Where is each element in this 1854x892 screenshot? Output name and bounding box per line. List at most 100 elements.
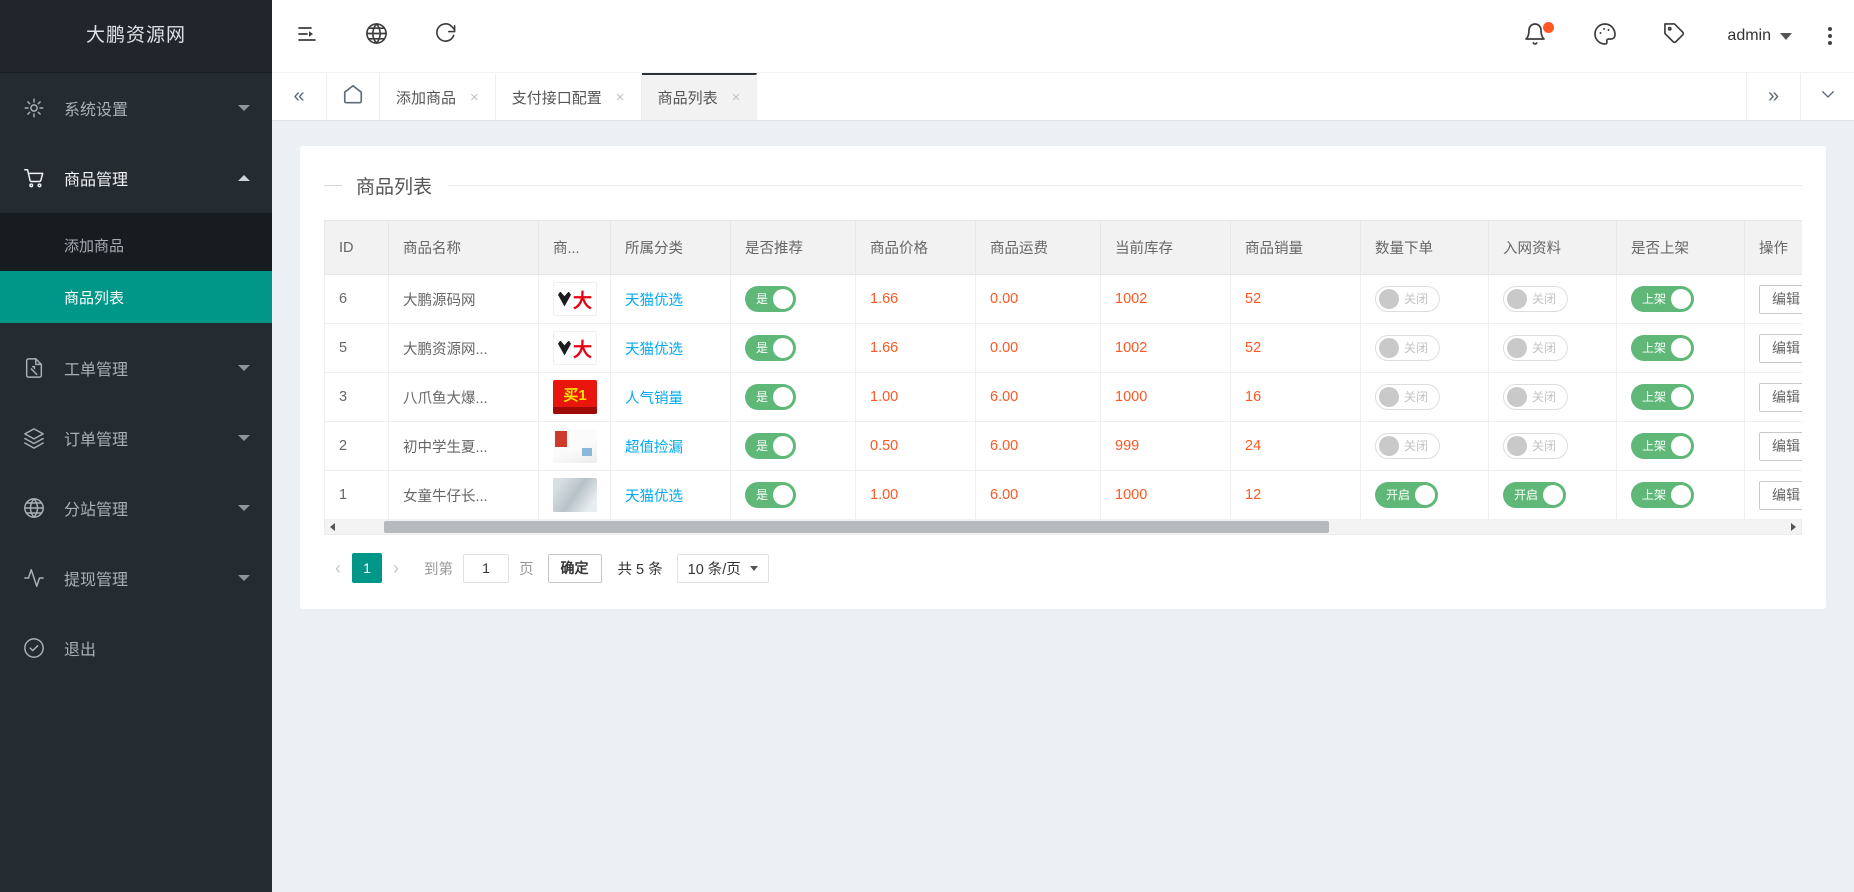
cell-shelf: 上架 [1616, 372, 1745, 422]
total-count: 共 5 条 [617, 561, 663, 578]
sidebar-item-system-settings[interactable]: 系统设置 [0, 73, 272, 143]
refresh-button[interactable] [411, 0, 480, 72]
sidebar-menu: 系统设置 商品管理 添加商品 商品列表 工单管理 [0, 73, 272, 892]
category-link[interactable]: 超值捡漏 [625, 439, 683, 456]
current-page-button[interactable]: 1 [352, 553, 382, 583]
shelf-toggle[interactable]: 上架 [1631, 433, 1695, 459]
navbar-right: admin [1500, 0, 1854, 72]
home-tab-button[interactable] [326, 73, 380, 120]
language-button[interactable] [342, 0, 411, 72]
col-header-shelf: 是否上架 [1616, 220, 1745, 275]
tab-product-list[interactable]: 商品列表 × [641, 73, 758, 120]
theme-button[interactable] [1570, 0, 1640, 72]
product-thumbnail[interactable] [553, 331, 597, 365]
prev-page-button[interactable]: ‹ [335, 557, 341, 578]
cell-stock: 1000 [1100, 372, 1231, 422]
network-info-toggle[interactable]: 关闭 [1503, 335, 1569, 361]
quantity-order-toggle[interactable]: 开启 [1375, 482, 1439, 508]
category-link[interactable]: 天猫优选 [625, 488, 683, 505]
scroll-tabs-left-button[interactable]: « [272, 73, 326, 120]
cell-sales: 52 [1230, 274, 1361, 324]
network-info-toggle[interactable]: 关闭 [1503, 433, 1569, 459]
col-header-actions: 操作 [1744, 220, 1802, 275]
tab-options-button[interactable] [1800, 73, 1854, 120]
edit-button[interactable]: 编辑 [1759, 431, 1802, 461]
cell-shipping: 0.00 [975, 274, 1101, 324]
quantity-order-toggle[interactable]: 关闭 [1375, 335, 1441, 361]
recommend-toggle[interactable]: 是 [745, 286, 797, 312]
close-icon[interactable]: × [470, 89, 479, 106]
next-page-button[interactable]: › [393, 557, 399, 578]
notifications-button[interactable] [1500, 0, 1570, 72]
cell-recommend: 是 [730, 372, 856, 422]
sidebar-item-logout[interactable]: 退出 [0, 613, 272, 683]
quantity-order-toggle[interactable]: 关闭 [1375, 384, 1441, 410]
recommend-toggle[interactable]: 是 [745, 384, 797, 410]
confirm-page-button[interactable]: 确定 [547, 553, 602, 583]
quantity-order-toggle[interactable]: 关闭 [1375, 286, 1441, 312]
cell-network-info: 关闭 [1488, 421, 1617, 471]
cell-id: 2 [324, 421, 389, 471]
shelf-toggle[interactable]: 上架 [1631, 286, 1695, 312]
tab-add-product[interactable]: 添加商品 × [380, 73, 496, 120]
category-link[interactable]: 天猫优选 [625, 341, 683, 358]
table-row: 3 八爪鱼大爆... 人气销量 是 1.00 6.00 1000 16 关闭 关… [324, 372, 1802, 422]
close-icon[interactable]: × [731, 89, 741, 106]
cell-image [538, 421, 611, 471]
product-thumbnail[interactable] [553, 380, 597, 414]
scroll-right-arrow[interactable] [1786, 520, 1801, 534]
recommend-toggle[interactable]: 是 [745, 482, 797, 508]
sidebar-item-add-product[interactable]: 添加商品 [0, 219, 272, 271]
category-link[interactable]: 人气销量 [625, 390, 683, 407]
shelf-toggle[interactable]: 上架 [1631, 335, 1695, 361]
network-info-toggle[interactable]: 关闭 [1503, 286, 1569, 312]
chevron-down-icon [238, 105, 250, 111]
goto-page-input[interactable] [463, 553, 509, 583]
shelf-toggle[interactable]: 上架 [1631, 384, 1695, 410]
scroll-left-arrow[interactable] [325, 520, 340, 534]
cell-quantity-order: 开启 [1360, 470, 1489, 520]
sidebar-item-order-management[interactable]: 订单管理 [0, 403, 272, 473]
edit-button[interactable]: 编辑 [1759, 382, 1802, 412]
shelf-toggle[interactable]: 上架 [1631, 482, 1695, 508]
goto-label: 到第 [424, 561, 453, 578]
category-link[interactable]: 天猫优选 [625, 292, 683, 309]
sidebar-item-product-management[interactable]: 商品管理 [0, 143, 272, 213]
sidebar-item-ticket-management[interactable]: 工单管理 [0, 333, 272, 403]
product-thumbnail[interactable] [553, 429, 597, 463]
table-row: 1 女童牛仔长... 天猫优选 是 1.00 6.00 1000 12 开启 开… [324, 470, 1802, 520]
triangle-left-icon [330, 523, 335, 531]
network-info-toggle[interactable]: 关闭 [1503, 384, 1569, 410]
cell-image [538, 470, 611, 520]
recommend-toggle[interactable]: 是 [745, 433, 797, 459]
sidebar-item-product-list[interactable]: 商品列表 [0, 271, 272, 323]
product-submenu: 添加商品 商品列表 [0, 213, 272, 323]
scroll-tabs-right-button[interactable]: » [1746, 73, 1800, 120]
collapse-sidebar-button[interactable] [272, 0, 342, 72]
chevron-up-icon [238, 175, 250, 181]
user-menu[interactable]: admin [1709, 0, 1810, 72]
per-page-select[interactable]: 10 条/页 [676, 553, 769, 583]
horizontal-scrollbar[interactable] [324, 520, 1802, 535]
scrollbar-thumb[interactable] [384, 521, 1329, 533]
product-thumbnail[interactable] [553, 282, 597, 316]
sidebar-item-withdraw-management[interactable]: 提现管理 [0, 543, 272, 613]
edit-button[interactable]: 编辑 [1759, 284, 1802, 314]
edit-button[interactable]: 编辑 [1759, 480, 1802, 510]
notification-badge [1543, 22, 1555, 33]
network-info-toggle[interactable]: 开启 [1503, 482, 1567, 508]
product-thumbnail[interactable] [553, 478, 597, 512]
edit-button[interactable]: 编辑 [1759, 333, 1802, 363]
sidebar-item-substation-management[interactable]: 分站管理 [0, 473, 272, 543]
sidebar-item-label: 订单管理 [64, 432, 129, 449]
tab-payment-config[interactable]: 支付接口配置 × [496, 73, 642, 120]
cell-image [538, 274, 611, 324]
close-icon[interactable]: × [615, 89, 625, 106]
cell-name: 大鹏源码网 [388, 274, 539, 324]
col-header-id: ID [324, 220, 389, 275]
quantity-order-toggle[interactable]: 关闭 [1375, 433, 1441, 459]
more-options-button[interactable] [1810, 27, 1850, 45]
tags-button[interactable] [1640, 0, 1709, 72]
cell-network-info: 关闭 [1488, 323, 1617, 373]
recommend-toggle[interactable]: 是 [745, 335, 797, 361]
